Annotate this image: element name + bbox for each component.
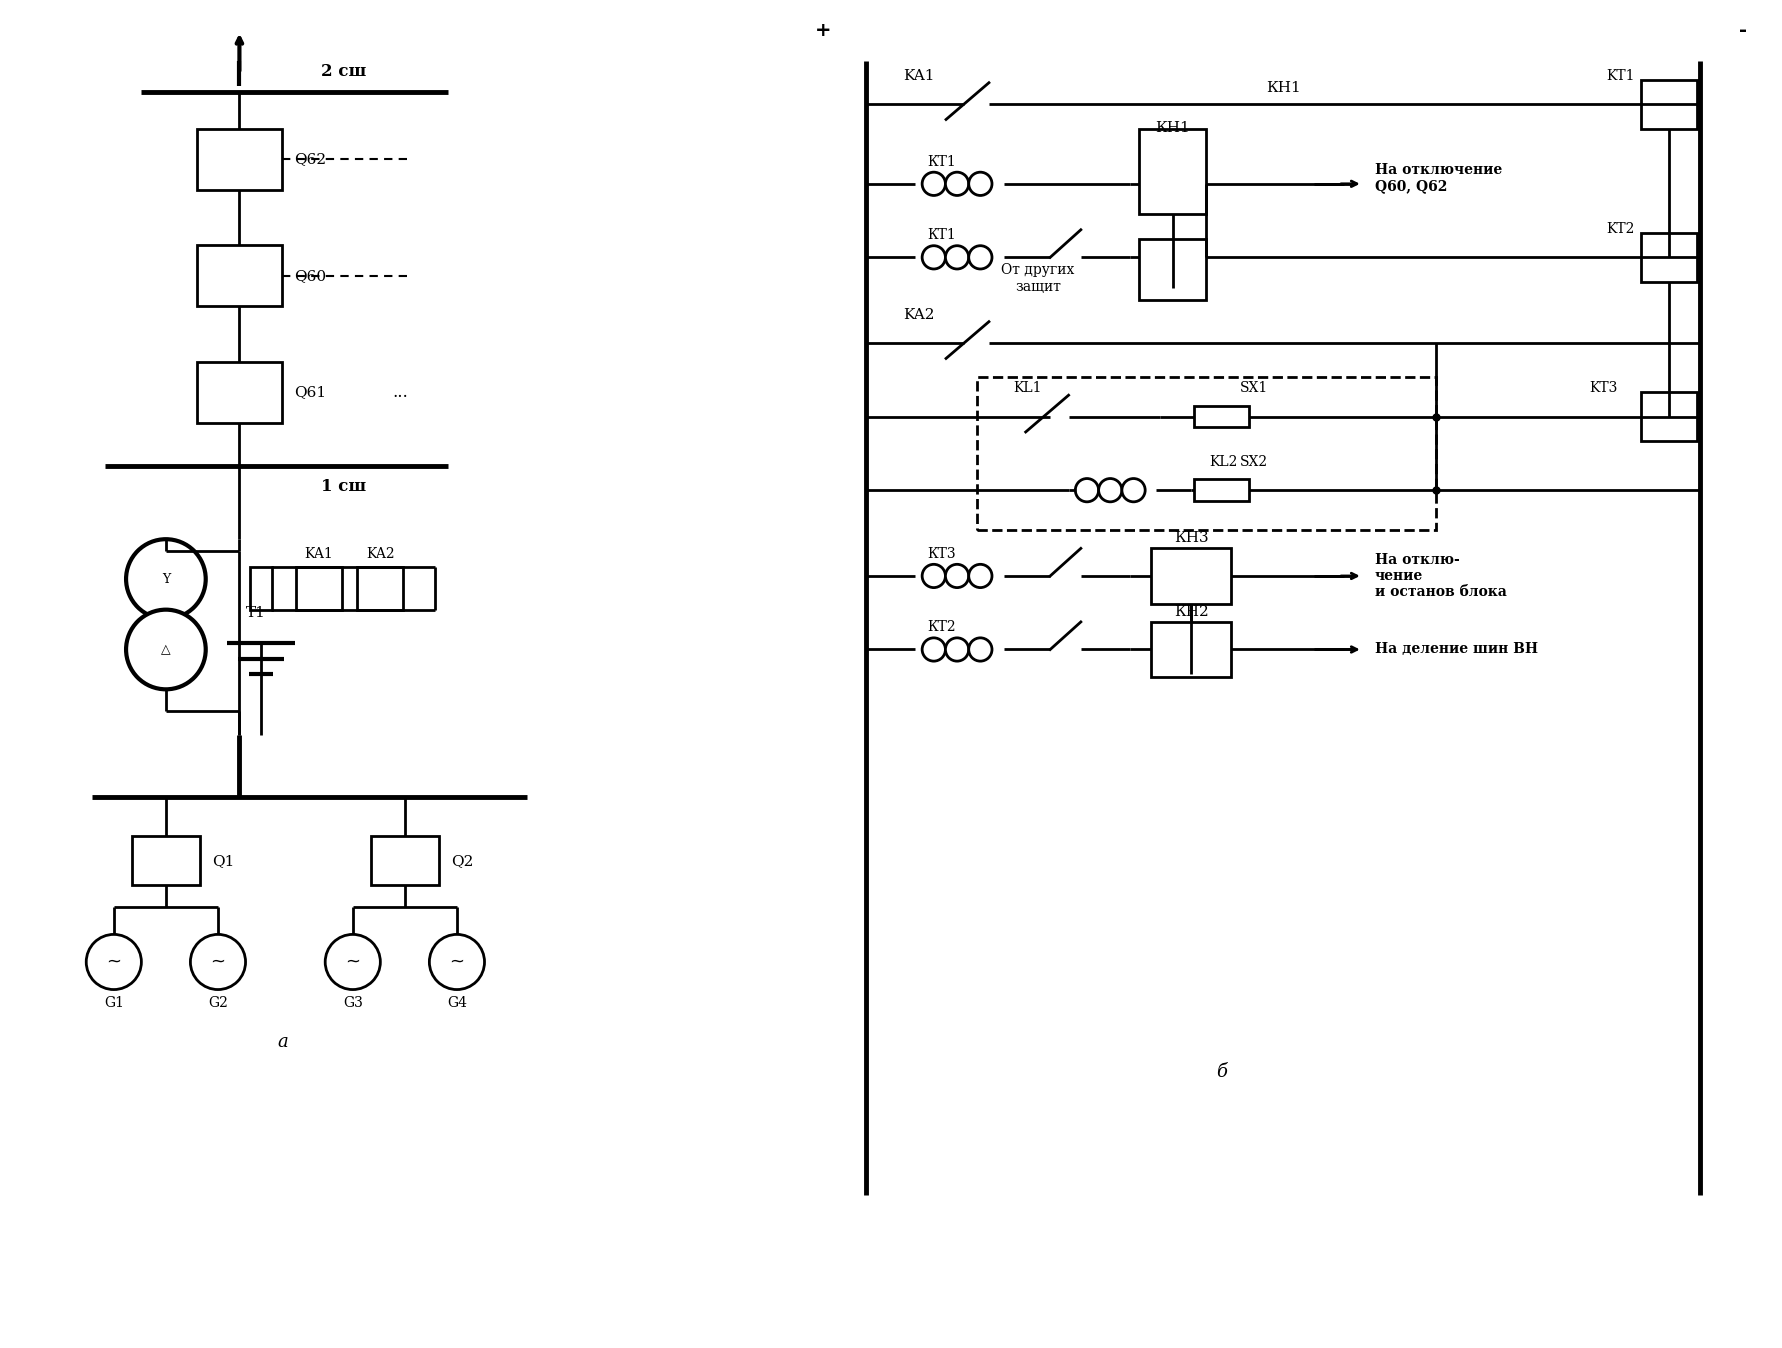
Bar [1641, 233, 1696, 282]
Circle shape [946, 173, 969, 195]
Text: а: а [276, 1033, 287, 1050]
Text: На отключение
Q60, Q62: На отключение Q60, Q62 [1376, 163, 1502, 193]
Circle shape [191, 934, 246, 989]
Text: б: б [1217, 1064, 1228, 1081]
Bar [296, 566, 342, 609]
Circle shape [946, 245, 969, 270]
Text: На отклю-
чение
и останов блока: На отклю- чение и останов блока [1376, 553, 1508, 599]
Circle shape [127, 609, 205, 689]
Text: КТ3: КТ3 [928, 547, 957, 561]
Text: T1: T1 [246, 605, 266, 620]
Circle shape [429, 934, 485, 989]
Circle shape [1075, 479, 1099, 501]
Text: △: △ [160, 643, 171, 656]
Bar [1194, 480, 1249, 501]
Text: КН1: КН1 [1155, 121, 1190, 135]
Circle shape [1123, 479, 1146, 501]
Text: КН3: КН3 [1174, 531, 1208, 546]
Circle shape [921, 173, 946, 195]
Text: На деление шин ВН: На деление шин ВН [1376, 643, 1538, 656]
Text: KT2: KT2 [1606, 222, 1634, 236]
Text: КН1: КН1 [1265, 81, 1301, 94]
Text: ~: ~ [449, 953, 465, 971]
Text: KL1: KL1 [1014, 381, 1042, 395]
Circle shape [1099, 479, 1123, 501]
Text: G4: G4 [447, 996, 467, 1010]
Text: Q1: Q1 [212, 853, 233, 868]
Text: Y: Y [162, 573, 169, 585]
Text: KT3: KT3 [1590, 381, 1618, 395]
Bar [196, 361, 282, 423]
Circle shape [921, 245, 946, 270]
Bar [1194, 406, 1249, 427]
Text: KA2: KA2 [365, 547, 394, 561]
Text: -: - [1739, 22, 1746, 40]
Text: ~: ~ [346, 953, 360, 971]
Text: Q61: Q61 [294, 386, 326, 399]
Text: KA1: KA1 [903, 69, 934, 82]
Text: SX2: SX2 [1240, 454, 1269, 469]
Bar [196, 245, 282, 306]
Text: КТ1: КТ1 [928, 228, 957, 243]
Text: Q60: Q60 [294, 268, 326, 283]
Text: 1 сш: 1 сш [321, 479, 365, 495]
Bar [1641, 392, 1696, 441]
Bar [196, 128, 282, 190]
Circle shape [127, 539, 205, 619]
Text: SX1: SX1 [1240, 381, 1269, 395]
Bar [1151, 621, 1231, 677]
Text: ...: ... [392, 384, 408, 400]
Text: От других
защит: От других защит [1001, 263, 1075, 294]
Bar [977, 377, 1436, 530]
Text: +: + [814, 22, 832, 40]
Text: ~: ~ [210, 953, 226, 971]
Text: KL2: KL2 [1210, 454, 1238, 469]
Bar [1641, 80, 1696, 128]
Text: Q2: Q2 [451, 853, 474, 868]
Circle shape [969, 638, 993, 661]
Bar [132, 836, 200, 886]
Text: 2 сш: 2 сш [321, 62, 367, 80]
Text: G2: G2 [208, 996, 228, 1010]
Circle shape [324, 934, 380, 989]
Bar [358, 566, 403, 609]
Circle shape [969, 565, 993, 588]
Bar [1151, 549, 1231, 604]
Circle shape [921, 565, 946, 588]
Circle shape [969, 173, 993, 195]
Bar [1139, 128, 1206, 214]
Circle shape [946, 638, 969, 661]
Text: Q62: Q62 [294, 152, 326, 166]
Text: KA1: KA1 [305, 547, 333, 561]
Bar [249, 566, 271, 609]
Circle shape [946, 565, 969, 588]
Text: КТ1: КТ1 [928, 155, 957, 168]
Circle shape [86, 934, 141, 989]
Text: G3: G3 [342, 996, 364, 1010]
Text: ~: ~ [107, 953, 121, 971]
Text: КТ2: КТ2 [928, 620, 957, 634]
Text: KA2: KA2 [903, 307, 934, 322]
Text: КН2: КН2 [1174, 605, 1208, 619]
Text: G1: G1 [103, 996, 123, 1010]
Circle shape [969, 245, 993, 270]
Bar [371, 836, 438, 886]
Bar [1139, 239, 1206, 301]
Circle shape [921, 638, 946, 661]
Text: KT1: KT1 [1606, 69, 1634, 82]
